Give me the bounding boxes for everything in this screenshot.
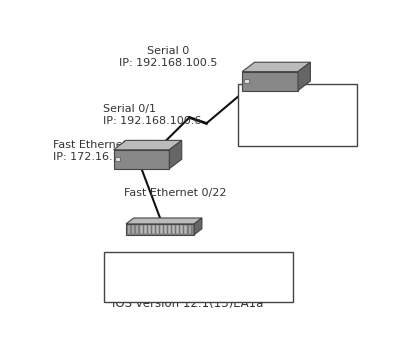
Text: Fast Ethernet 0/22: Fast Ethernet 0/22 <box>124 188 227 198</box>
Text: Serial 0/1
IP: 192.168.100.6: Serial 0/1 IP: 192.168.100.6 <box>103 104 201 126</box>
Text: Fast Ethernet 0/0
IP: 172.16.100.1: Fast Ethernet 0/0 IP: 172.16.100.1 <box>53 140 148 162</box>
Polygon shape <box>164 225 167 234</box>
Polygon shape <box>244 79 249 83</box>
Polygon shape <box>160 225 163 234</box>
Polygon shape <box>172 225 175 234</box>
FancyBboxPatch shape <box>104 252 293 302</box>
Polygon shape <box>114 150 169 169</box>
Polygon shape <box>126 224 194 235</box>
Polygon shape <box>126 218 202 224</box>
Text: Serial 0
IP: 192.168.100.5: Serial 0 IP: 192.168.100.5 <box>119 46 217 68</box>
Polygon shape <box>132 225 134 234</box>
Polygon shape <box>136 225 138 234</box>
Polygon shape <box>242 72 298 91</box>
Text: Engineering 1601
1601 Router
IOS version 12.0(6): Engineering 1601 1601 Router IOS version… <box>244 91 358 141</box>
Text: Bldg1-3550
Catalyst 3550
IOS version 12.1(13)EA1a: Bldg1-3550 Catalyst 3550 IOS version 12.… <box>112 259 263 310</box>
Polygon shape <box>194 218 202 235</box>
Polygon shape <box>148 225 151 234</box>
Polygon shape <box>152 225 155 234</box>
Polygon shape <box>156 225 159 234</box>
Polygon shape <box>169 140 182 169</box>
Polygon shape <box>114 140 182 150</box>
Polygon shape <box>168 225 171 234</box>
Polygon shape <box>140 225 142 234</box>
Polygon shape <box>188 225 191 234</box>
FancyBboxPatch shape <box>238 84 357 146</box>
Polygon shape <box>298 62 310 91</box>
Polygon shape <box>180 225 183 234</box>
Polygon shape <box>116 157 120 161</box>
Polygon shape <box>128 225 130 234</box>
Polygon shape <box>144 225 147 234</box>
Polygon shape <box>184 225 187 234</box>
Polygon shape <box>242 62 310 72</box>
Polygon shape <box>176 225 179 234</box>
